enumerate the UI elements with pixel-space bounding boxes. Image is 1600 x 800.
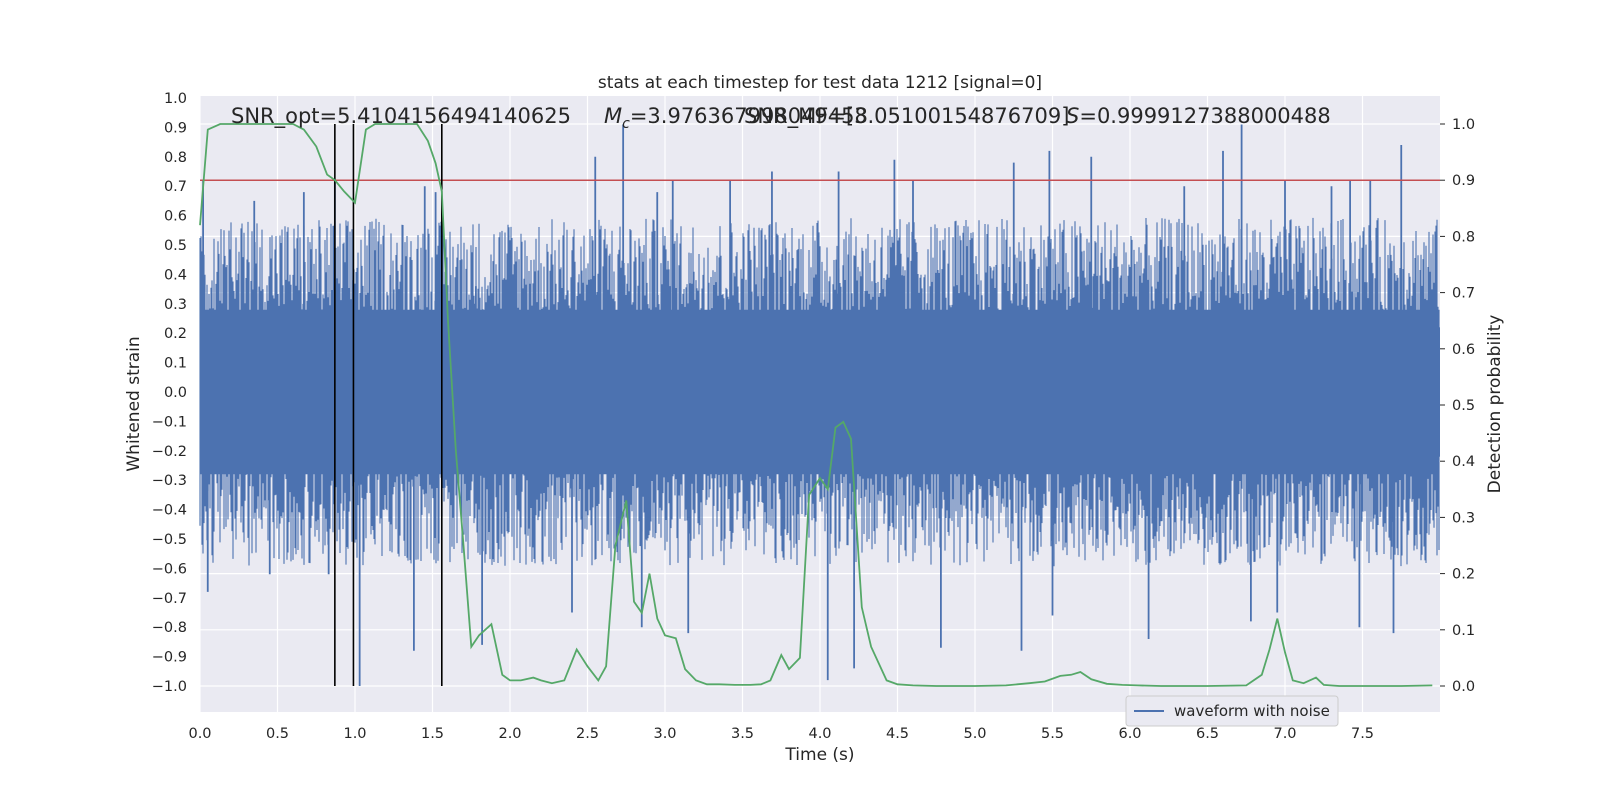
x-tick-label: 7.5 [1351,726,1374,742]
y-tick-label: −0.6 [152,561,187,577]
y2-tick-label: 0.1 [1452,623,1475,639]
y-tick-label: 1.0 [164,91,187,107]
legend: waveform with noise [1125,695,1339,727]
snr-mf-annotation: SNR_MF=[3.05100154876709] [744,104,1069,129]
y-tick-label: 0.1 [164,356,187,372]
y-axis-left: 1.0 0.9 0.8 0.7 0.6 0.5 0.4 0.3 0.2 0.1 0.0 −0.1 −0.… [152,91,187,695]
y-tick-label: −0.3 [152,473,187,489]
y2-tick-label: 0.4 [1452,454,1475,470]
y-tick-label: −0.5 [152,532,187,548]
strain-noise [199,217,1440,567]
chart-title: stats at each timestep for test data 121… [598,73,1042,93]
y-axis-right: 1.0 0.9 0.8 0.7 0.6 0.5 0.4 0.3 0.2 0.1 0.0 [1440,117,1475,695]
y2-tick-label: 0.6 [1452,342,1475,358]
y-tick-label: 0.6 [164,209,187,225]
y-tick-label: 0.7 [164,179,187,195]
probability-series [199,123,1433,687]
x-tick-label: 5.5 [1041,726,1064,742]
chirp-mass-annotation: Mc=3.976367998049458 [604,104,868,132]
y-tick-label: 0.8 [164,150,187,166]
y-tick-label: −0.7 [152,591,187,607]
x-tick-label: 4.5 [886,726,909,742]
y2-tick-label: 0.2 [1452,567,1475,583]
snr-opt-annotation: SNR_opt=5.4104156494140625 [231,104,571,129]
y2-tick-label: 1.0 [1452,117,1475,133]
y-tick-label: 0.2 [164,326,187,342]
overlap-annotation: S=0.9999127388000488 [1066,104,1331,128]
y2-tick-label: 0.7 [1452,286,1475,302]
x-tick-label: 6.0 [1118,726,1141,742]
overlay [200,124,1440,686]
y-tick-label: −0.8 [152,620,187,636]
y2-tick-label: 0.3 [1452,510,1475,526]
strain-series [199,124,1440,686]
y-axis-label: Whitened strain [124,336,144,471]
y-tick-label: 0.0 [164,385,187,401]
x-tick-label: 3.5 [731,726,754,742]
probability-line [199,123,1433,687]
x-tick-label: 1.0 [343,726,366,742]
x-tick-label: 4.0 [808,726,831,742]
y-tick-label: 0.9 [164,120,187,136]
x-tick-label: 2.5 [576,726,599,742]
x-tick-label: 1.5 [421,726,444,742]
legend-box [1125,695,1339,727]
y2-tick-label: 0.9 [1452,173,1475,189]
x-axis-label: Time (s) [784,745,854,765]
x-tick-label: 2.0 [498,726,521,742]
x-axis: 0.0 0.5 1.0 1.5 2.0 2.5 3.0 3.5 4.0 4.5 5.0 5.5 6.0 6… [188,726,1374,742]
y-tick-label: 0.3 [164,297,187,313]
y-tick-label: −0.2 [152,444,187,460]
y2-tick-label: 0.5 [1452,398,1475,414]
y-tick-label: 0.4 [164,267,187,283]
x-tick-label: 0.5 [266,726,289,742]
x-tick-label: 0.0 [188,726,211,742]
y-tick-label: 0.5 [164,238,187,254]
y2-tick-label: 0.0 [1452,679,1475,695]
x-tick-label: 3.0 [653,726,676,742]
legend-label: waveform with noise [1174,702,1330,720]
y-tick-label: −0.4 [152,503,187,519]
y-tick-label: −1.0 [152,679,187,695]
y2-tick-label: 0.8 [1452,229,1475,245]
y-tick-label: −0.1 [152,414,187,430]
x-tick-label: 5.0 [963,726,986,742]
y2-axis-label: Detection probability [1485,315,1505,494]
y-tick-label: −0.9 [152,650,187,666]
x-tick-label: 7.0 [1273,726,1296,742]
x-tick-label: 6.5 [1196,726,1219,742]
